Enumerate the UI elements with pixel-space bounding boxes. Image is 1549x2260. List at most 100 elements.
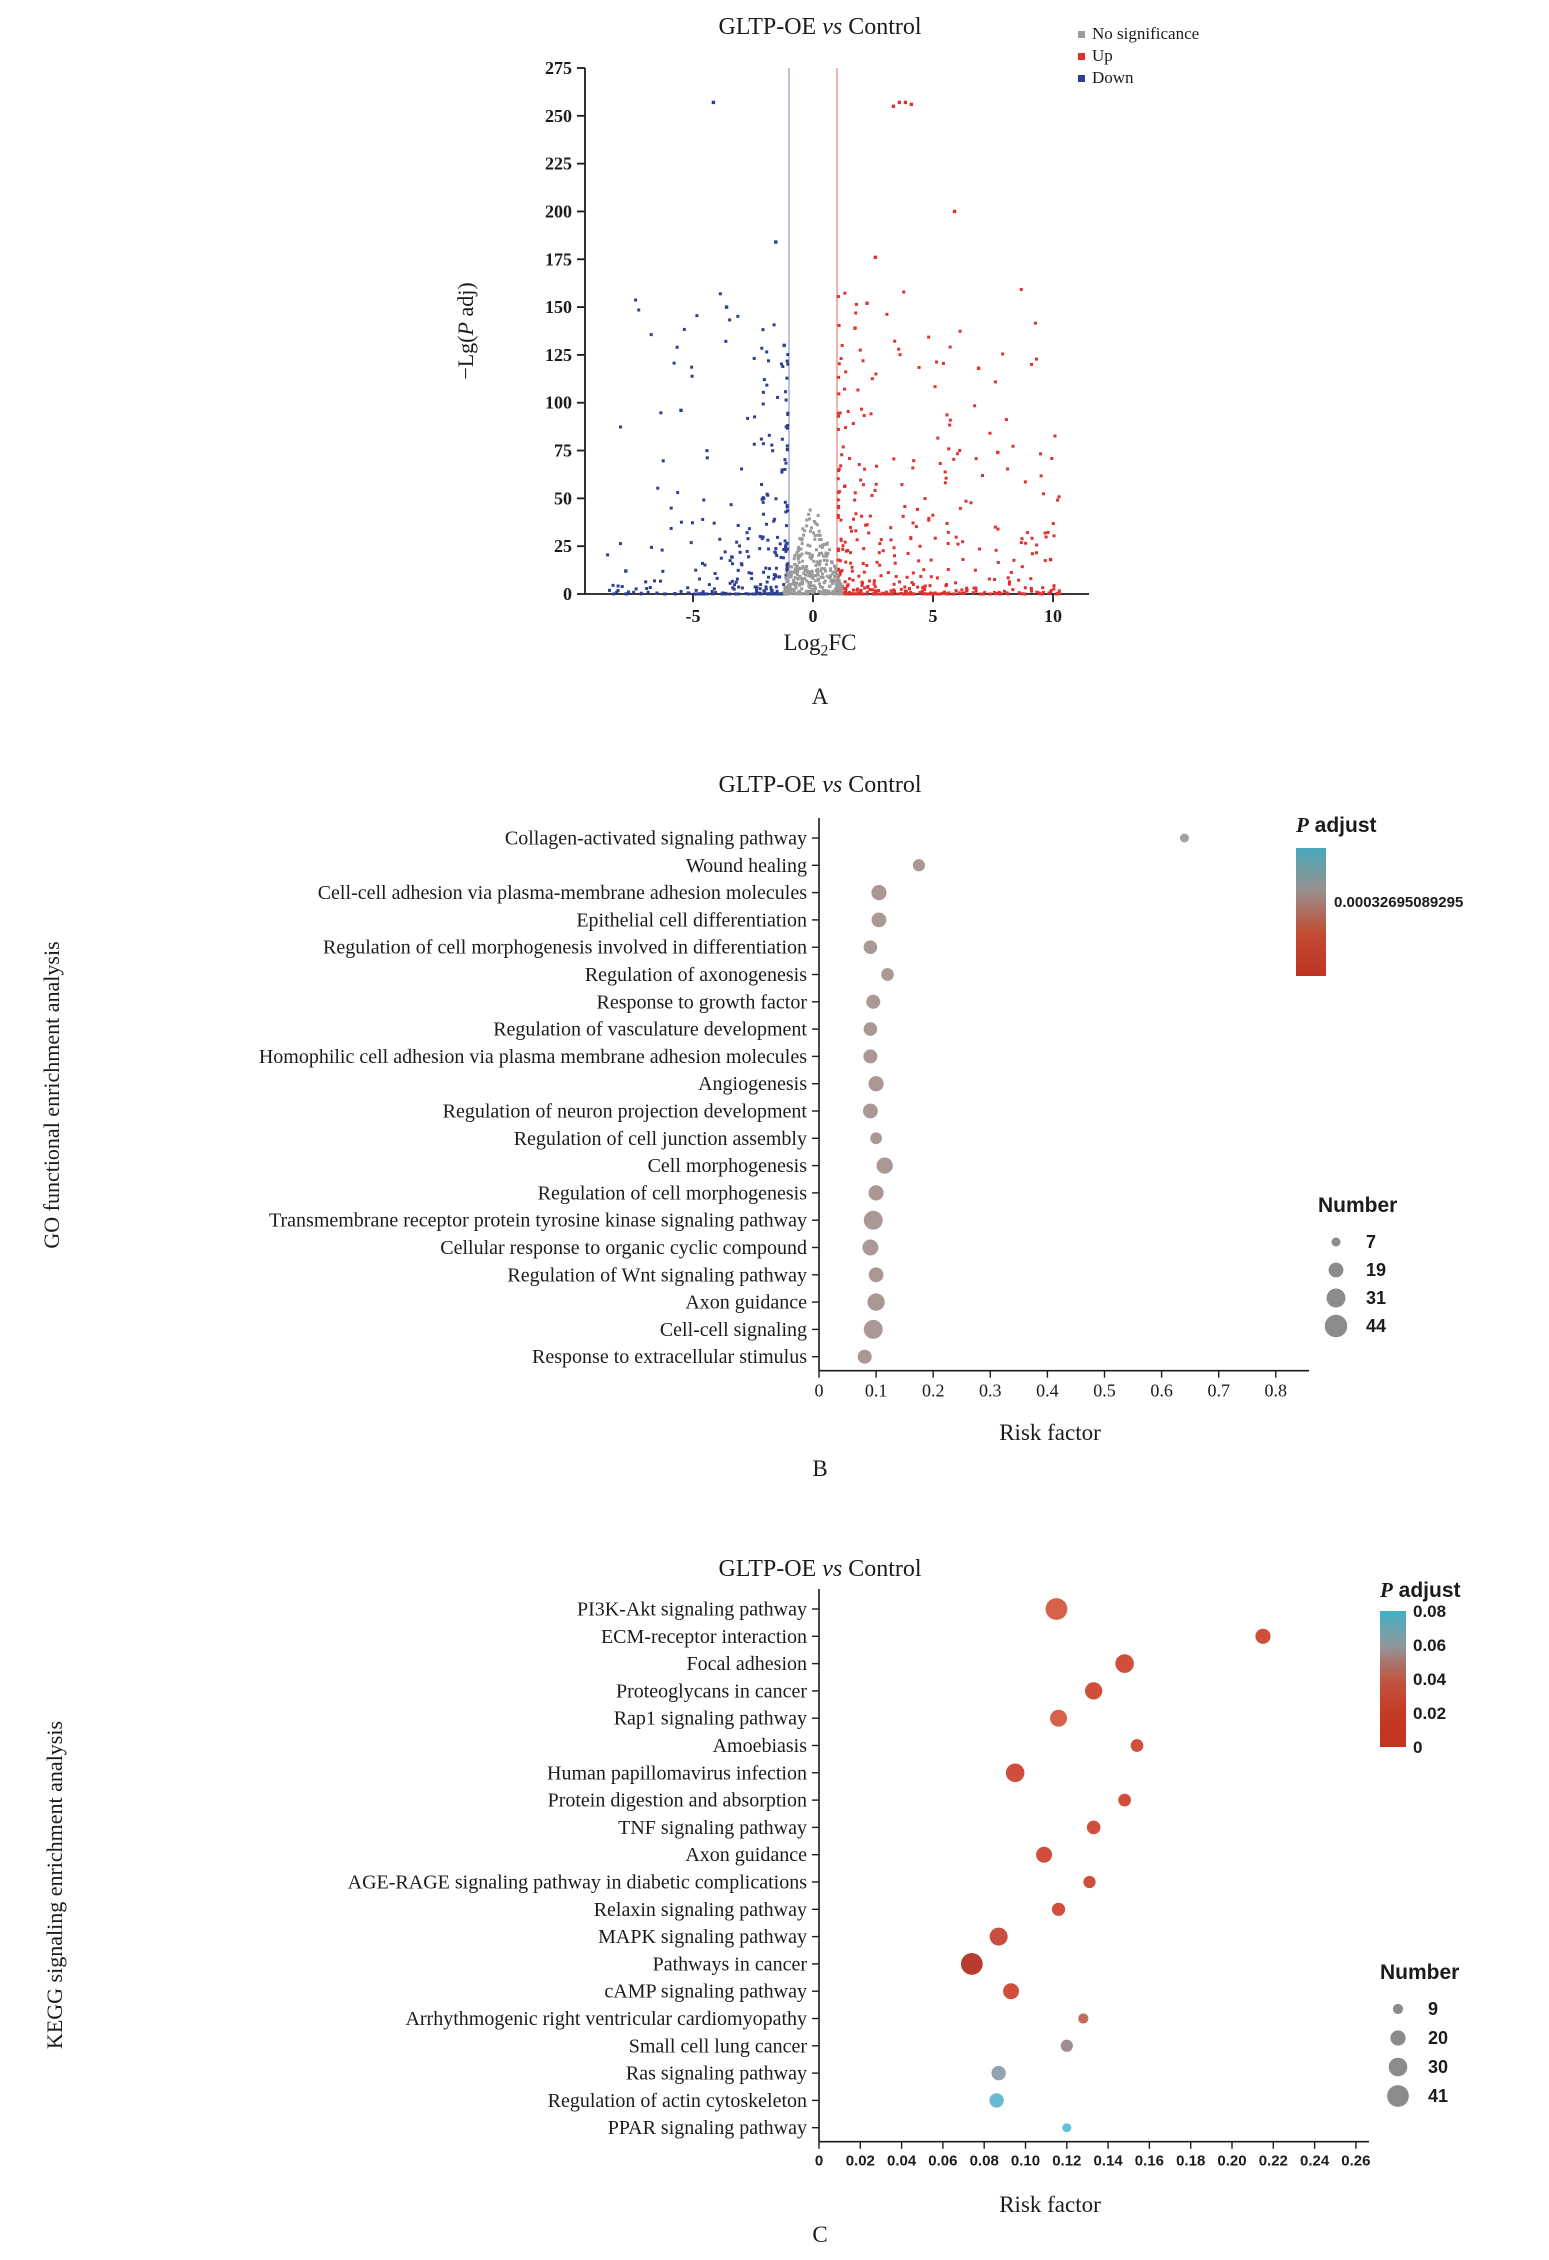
data-point [828, 584, 832, 588]
data-point [646, 590, 650, 594]
highlight-point [853, 326, 857, 330]
data-point [921, 586, 925, 590]
data-point [842, 484, 846, 488]
data-point [775, 589, 779, 593]
data-point [796, 577, 800, 581]
data-point [732, 587, 736, 591]
data-point [843, 387, 847, 391]
kegg-side-label: KEGG signaling enrichment analysis [42, 1720, 67, 2050]
data-point [989, 592, 993, 596]
data-point [994, 548, 998, 552]
data-point [714, 591, 718, 595]
data-point [744, 592, 748, 596]
category-label: Small cell lung cancer [629, 2035, 808, 2057]
data-point [839, 584, 843, 588]
data-point [974, 586, 978, 590]
data-point [787, 592, 791, 596]
data-point [784, 425, 788, 429]
category-label: Wound healing [686, 855, 807, 877]
data-point [837, 504, 841, 508]
data-point [974, 589, 978, 593]
data-point [860, 581, 864, 585]
data-point [808, 529, 812, 533]
data-point [946, 530, 950, 534]
data-point [762, 378, 766, 382]
data-point [1023, 586, 1027, 590]
data-point [874, 372, 878, 376]
data-point [943, 470, 947, 474]
data-point [797, 583, 801, 587]
data-point [917, 559, 921, 563]
bubble [1115, 1654, 1134, 1673]
data-point [1035, 590, 1039, 594]
data-point [969, 501, 973, 505]
data-point [710, 590, 714, 594]
volcano-x-axis-label: Log2FC [340, 630, 1300, 661]
data-point [891, 592, 895, 596]
data-point [948, 345, 952, 349]
data-point [1020, 565, 1024, 569]
data-point [837, 323, 841, 327]
data-point [661, 569, 665, 573]
category-label: Protein digestion and absorption [548, 1790, 807, 1812]
data-point [747, 555, 751, 559]
data-point [821, 589, 825, 593]
data-point [903, 505, 907, 509]
data-point [793, 562, 797, 566]
data-point [712, 521, 716, 525]
data-point [803, 566, 807, 570]
data-point [927, 516, 931, 520]
bubble [1179, 833, 1189, 843]
bubble [863, 1049, 878, 1064]
data-point [916, 585, 920, 589]
data-point [721, 591, 725, 595]
data-point [730, 579, 734, 583]
title-text: Control [842, 14, 922, 40]
data-point [797, 545, 801, 549]
legend-label: Down [1092, 68, 1134, 87]
highlight-point [903, 100, 908, 105]
data-point [618, 542, 622, 546]
data-point [900, 483, 904, 487]
data-point [938, 592, 942, 596]
data-point [807, 512, 811, 516]
data-point [792, 588, 796, 592]
data-point [772, 573, 776, 577]
x-tick-label: 0.16 [1135, 2153, 1164, 2170]
data-point [878, 563, 882, 567]
data-point [785, 444, 789, 448]
data-point [765, 350, 769, 354]
data-point [611, 583, 615, 587]
data-point [734, 592, 738, 596]
data-point [829, 560, 833, 564]
data-point [871, 588, 875, 592]
x-tick-label: 10 [1044, 606, 1062, 626]
bubble [1060, 2039, 1073, 2052]
data-point [877, 551, 881, 555]
data-point [872, 579, 876, 583]
data-point [746, 537, 750, 541]
data-point [1044, 535, 1048, 539]
data-point [996, 527, 1000, 531]
data-point [1011, 588, 1015, 592]
data-point [903, 585, 907, 589]
data-point [901, 514, 905, 518]
data-point [774, 566, 778, 570]
data-point [933, 591, 937, 595]
data-point [728, 318, 732, 322]
data-point [808, 585, 812, 589]
data-point [941, 361, 945, 365]
data-point [789, 591, 793, 595]
bubble [1078, 2013, 1089, 2024]
category-label: Rap1 signaling pathway [614, 1708, 807, 1730]
data-point [803, 569, 807, 573]
data-point [830, 581, 834, 585]
bubble [1062, 2123, 1072, 2133]
data-point [650, 545, 654, 549]
data-point [812, 559, 816, 563]
data-point [1030, 362, 1034, 366]
data-point [686, 591, 690, 595]
data-point [838, 411, 842, 415]
category-label: PI3K-Akt signaling pathway [577, 1599, 807, 1621]
data-point [789, 575, 793, 579]
